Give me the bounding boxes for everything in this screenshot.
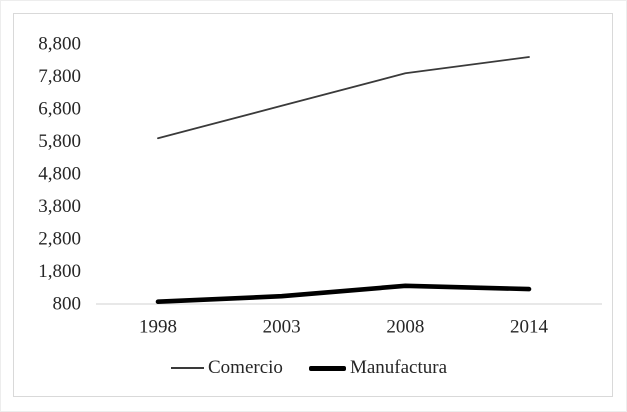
y-tick-label: 3,800 xyxy=(38,196,81,217)
y-tick-label: 6,800 xyxy=(38,99,81,120)
x-tick-label: 2008 xyxy=(386,317,424,338)
legend-label-comercio: Comercio xyxy=(208,357,283,378)
legend-item-manufactura: Manufactura xyxy=(308,357,447,379)
manufactura-line-swatch xyxy=(308,365,346,371)
series-line-comercio xyxy=(157,56,530,140)
series-line-manufactura xyxy=(155,283,532,305)
x-tick-label: 2014 xyxy=(510,317,549,338)
x-tick-label: 2003 xyxy=(263,317,301,338)
y-tick-label: 2,800 xyxy=(38,229,81,250)
y-tick-label: 1,800 xyxy=(38,261,81,282)
y-tick-label: 4,800 xyxy=(38,164,81,185)
comercio-line-swatch xyxy=(171,367,204,369)
y-tick-label: 5,800 xyxy=(38,131,81,152)
chart-frame xyxy=(13,13,613,397)
chart-legend: Comercio Manufactura xyxy=(171,356,447,380)
x-tick-label: 1998 xyxy=(139,317,177,338)
legend-item-comercio: Comercio xyxy=(171,357,283,379)
y-tick-label: 8,800 xyxy=(38,34,81,55)
legend-label-manufactura: Manufactura xyxy=(349,357,447,378)
y-tick-label: 800 xyxy=(53,294,82,315)
y-tick-label: 7,800 xyxy=(38,66,81,87)
